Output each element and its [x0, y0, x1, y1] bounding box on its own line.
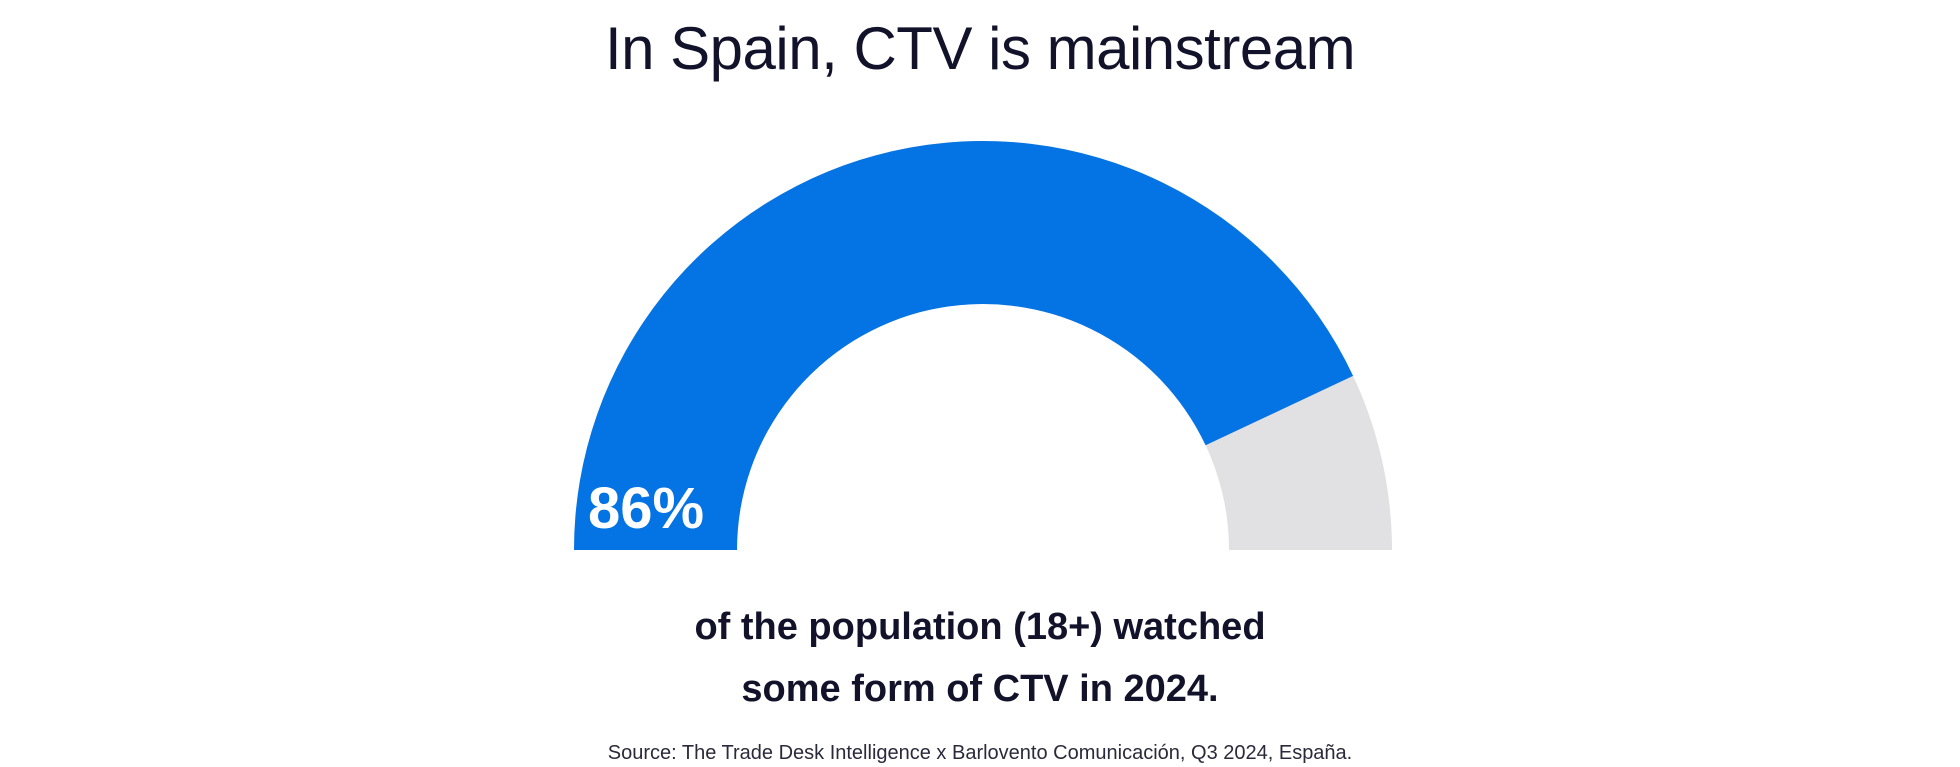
gauge-fill: [574, 141, 1354, 550]
source-note: Source: The Trade Desk Intelligence x Ba…: [607, 742, 1353, 764]
gauge-value-label: 86%: [588, 476, 704, 541]
caption-line-1: of the population (18+) watched: [694, 606, 1266, 648]
chart-title: In Spain, CTV is mainstream: [604, 15, 1356, 82]
caption: of the population (18+) watched some for…: [0, 596, 1960, 720]
caption-line-2: some form of CTV in 2024.: [741, 668, 1219, 710]
